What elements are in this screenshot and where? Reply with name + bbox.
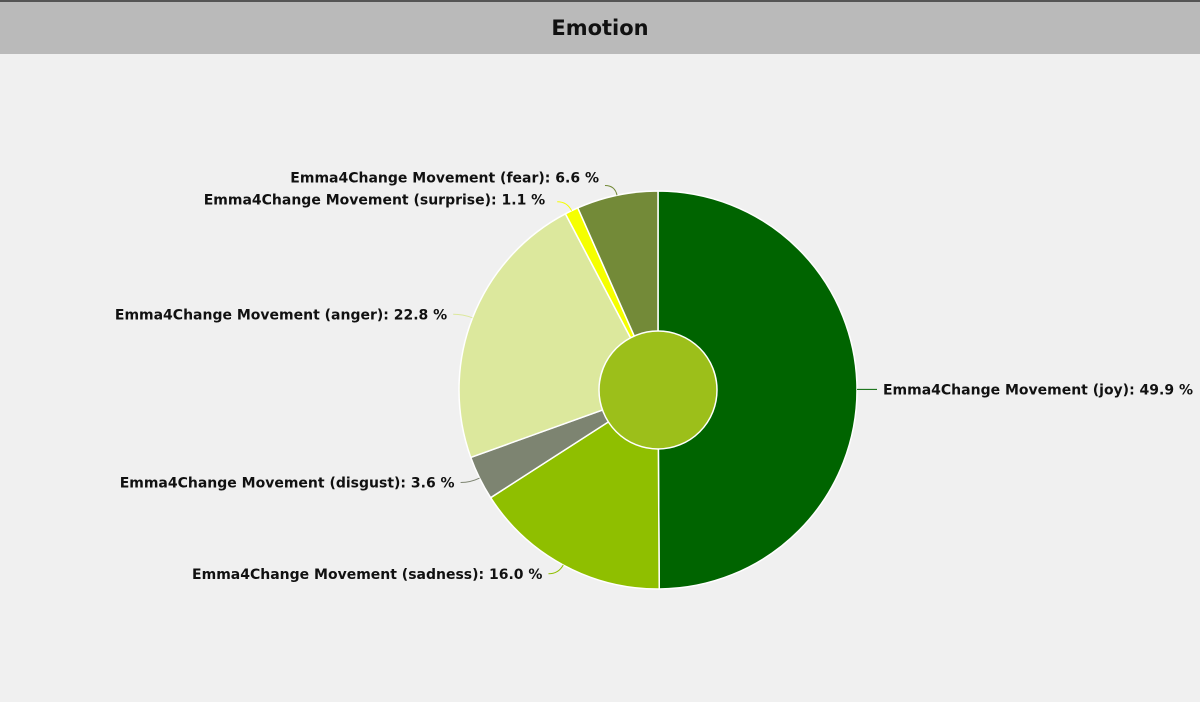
slice-label-anger: Emma4Change Movement (anger): 22.8 % — [115, 307, 447, 323]
slice-label-surprise: Emma4Change Movement (surprise): 1.1 % — [204, 192, 546, 208]
pie-slice-sadness[interactable] — [489, 388, 661, 590]
slice-label-sadness: Emma4Change Movement (sadness): 16.0 % — [192, 567, 542, 583]
pie-chart: Emma4Change Movement (joy): 49.9 % Emma4C… — [115, 170, 1193, 590]
pie-center-disc — [598, 330, 718, 450]
pie-slice-joy[interactable] — [657, 190, 858, 590]
chart-header: Emotion — [0, 0, 1200, 54]
slice-label-fear: Emma4Change Movement (fear): 6.6 % — [290, 170, 599, 186]
label-connector-anger — [453, 313, 473, 319]
label-connectors — [453, 184, 877, 575]
slice-label-joy: Emma4Change Movement (joy): 49.9 % — [883, 382, 1193, 398]
label-connector-fear — [604, 184, 618, 196]
slice-labels: Emma4Change Movement (joy): 49.9 % Emma4C… — [115, 170, 1193, 582]
label-connector-disgust — [460, 477, 480, 484]
label-connector-sadness — [548, 564, 564, 575]
chart-title: Emotion — [551, 16, 649, 40]
label-connector-surprise — [557, 201, 573, 211]
slice-label-disgust: Emma4Change Movement (disgust): 3.6 % — [120, 476, 455, 492]
